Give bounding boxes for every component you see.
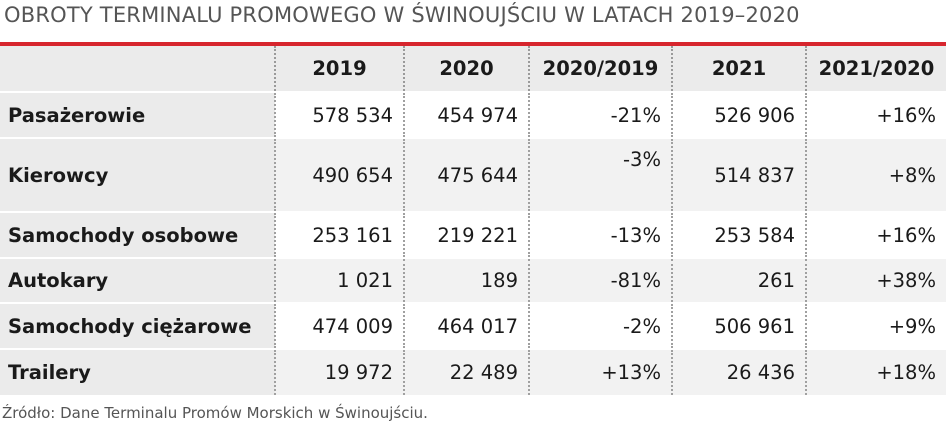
table-row: Kierowcy 490 654 475 644 -3% 514 837 +8% (0, 137, 946, 212)
header-corner (0, 46, 275, 92)
table-cell: 19 972 (274, 348, 404, 395)
table-cell: 474 009 (274, 302, 404, 349)
table-cell: 506 961 (671, 302, 806, 349)
table-row: Samochody osobowe 253 161 219 221 -13% 2… (0, 211, 946, 258)
row-label: Autokary (0, 257, 275, 303)
table-cell: +16% (805, 91, 946, 138)
table-cell: 578 534 (274, 91, 404, 138)
table-cell: 253 161 (274, 211, 404, 258)
table-cell: +13% (528, 348, 672, 395)
table-cell: +16% (805, 211, 946, 258)
table-cell: 490 654 (274, 137, 404, 212)
table-cell: +8% (805, 137, 946, 212)
table-row: Pasażerowie 578 534 454 974 -21% 526 906… (0, 91, 946, 138)
table-cell: 219 221 (403, 211, 529, 258)
row-label: Samochody ciężarowe (0, 302, 275, 349)
header-row: 2019 2020 2020/2019 2021 2021/2020 (0, 46, 946, 92)
table-cell: -21% (528, 91, 672, 138)
column-header: 2020/2019 (528, 46, 672, 92)
accent-rule (0, 42, 946, 46)
table-cell: -13% (528, 211, 672, 258)
row-label: Samochody osobowe (0, 211, 275, 258)
column-header: 2021 (671, 46, 806, 92)
row-label: Trailery (0, 348, 275, 395)
page-title: OBROTY TERMINALU PROMOWEGO W ŚWINOUJŚCIU… (4, 3, 800, 27)
table-cell: +9% (805, 302, 946, 349)
table-cell: 454 974 (403, 91, 529, 138)
table-cell: -2% (528, 302, 672, 349)
row-label: Kierowcy (0, 137, 275, 212)
column-header: 2019 (274, 46, 404, 92)
table-cell: 253 584 (671, 211, 806, 258)
row-label: Pasażerowie (0, 91, 275, 138)
table-cell: -81% (528, 257, 672, 303)
table-cell: 526 906 (671, 91, 806, 138)
table-row: Trailery 19 972 22 489 +13% 26 436 +18% (0, 348, 946, 395)
column-header: 2020 (403, 46, 529, 92)
table-cell: +18% (805, 348, 946, 395)
table-cell: 514 837 (671, 137, 806, 212)
table-cell: 1 021 (274, 257, 404, 303)
table-row: Samochody ciężarowe 474 009 464 017 -2% … (0, 302, 946, 349)
table-cell: +38% (805, 257, 946, 303)
table-row: Autokary 1 021 189 -81% 261 +38% (0, 257, 946, 303)
table-cell: 475 644 (403, 137, 529, 212)
source-note: Źródło: Dane Terminalu Promów Morskich w… (2, 404, 428, 422)
table-cell: 189 (403, 257, 529, 303)
table-cell: 26 436 (671, 348, 806, 395)
table-cell: 464 017 (403, 302, 529, 349)
table-cell: -3% (528, 137, 672, 212)
table-cell: 261 (671, 257, 806, 303)
data-table: 2019 2020 2020/2019 2021 2021/2020 Pasaż… (0, 46, 946, 395)
column-header: 2021/2020 (805, 46, 946, 92)
table-cell: 22 489 (403, 348, 529, 395)
